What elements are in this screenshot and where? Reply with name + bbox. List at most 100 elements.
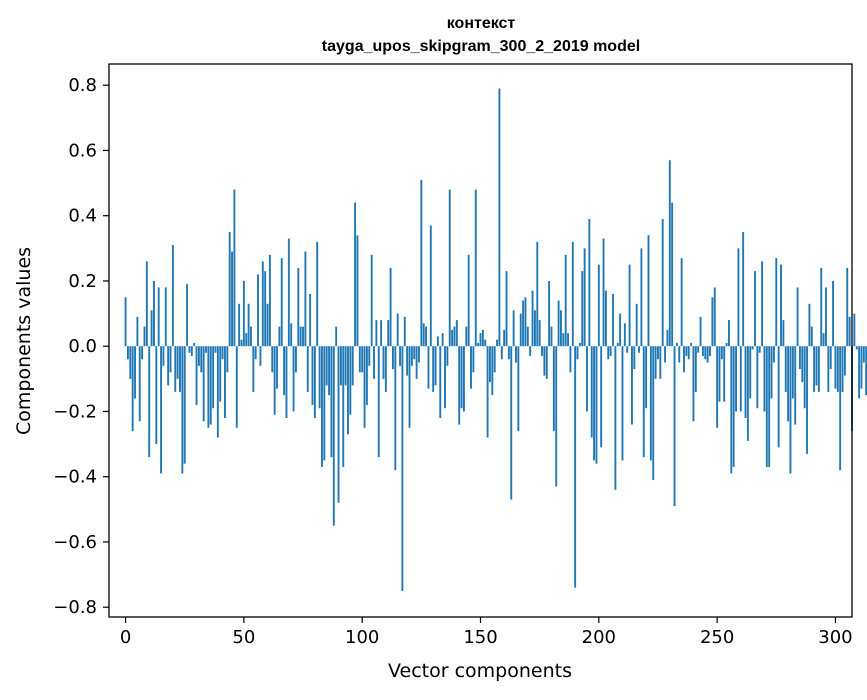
- bar: [820, 267, 823, 347]
- bar: [853, 313, 856, 347]
- bar: [413, 346, 416, 360]
- bar: [273, 346, 276, 415]
- bar: [860, 346, 863, 389]
- bar: [306, 346, 309, 392]
- bar: [687, 346, 690, 360]
- bar: [813, 346, 816, 392]
- y-tick-label: 0.4: [68, 206, 97, 227]
- bar: [564, 254, 567, 347]
- bar: [609, 346, 612, 356]
- bar: [181, 346, 184, 474]
- bar: [209, 346, 212, 425]
- bar: [744, 346, 747, 418]
- bar: [827, 346, 830, 392]
- bar: [815, 346, 818, 386]
- bar: [278, 326, 281, 347]
- bar: [602, 238, 605, 347]
- y-tick-label: 0.6: [68, 140, 97, 161]
- bar: [221, 346, 224, 360]
- bar: [834, 346, 837, 389]
- bar: [716, 346, 719, 428]
- bar: [389, 267, 392, 347]
- bar: [254, 346, 257, 360]
- bar: [399, 346, 401, 366]
- bar: [207, 346, 210, 428]
- bar: [593, 346, 596, 461]
- x-tick-label: 0: [120, 627, 131, 648]
- bar: [195, 346, 198, 405]
- bar: [276, 346, 278, 389]
- bar: [533, 310, 536, 347]
- bar: [713, 287, 716, 347]
- bar: [266, 303, 269, 347]
- bar: [486, 346, 489, 438]
- bar: [616, 342, 619, 347]
- x-tick-label: 200: [582, 627, 616, 648]
- bar: [578, 342, 581, 347]
- bar: [588, 218, 591, 347]
- bar: [545, 346, 548, 379]
- bar: [183, 346, 186, 464]
- bar: [671, 202, 674, 347]
- bar: [865, 346, 867, 396]
- bar: [541, 346, 543, 356]
- bar: [526, 326, 529, 347]
- bar: [619, 313, 622, 347]
- bar: [806, 346, 808, 454]
- axis-ticks: 0 50 100 150 200 250 300 −0.8 −0.6 −0.4 −0.2 0.0 0.2…: [53, 75, 852, 648]
- bar: [519, 313, 522, 347]
- y-tick-label: −0.4: [53, 467, 97, 488]
- y-tick-label: −0.2: [53, 401, 97, 422]
- bar: [515, 346, 517, 363]
- y-tick-label: −0.6: [53, 532, 97, 553]
- bar: [647, 235, 650, 347]
- bar: [245, 333, 248, 347]
- bar: [493, 346, 496, 373]
- bar: [356, 235, 359, 347]
- bar: [444, 346, 446, 409]
- bar: [569, 346, 572, 373]
- bar: [500, 346, 503, 360]
- bar: [791, 346, 794, 399]
- bar: [250, 326, 252, 347]
- bar: [259, 346, 262, 366]
- bar: [309, 294, 312, 347]
- bar: [434, 346, 437, 386]
- bar: [216, 346, 219, 438]
- bar: [765, 346, 768, 467]
- bar: [148, 346, 151, 458]
- bar: [141, 346, 144, 360]
- bar: [420, 179, 423, 347]
- bar: [380, 320, 383, 347]
- bar: [862, 346, 865, 363]
- bar: [796, 287, 799, 347]
- bar: [640, 248, 643, 347]
- bar: [768, 346, 771, 467]
- bar: [642, 346, 645, 458]
- bar: [224, 346, 226, 418]
- bar: [548, 280, 551, 347]
- bar: [294, 346, 297, 373]
- bar: [550, 326, 553, 347]
- y-tick-label: 0.8: [68, 75, 97, 96]
- bar: [586, 346, 588, 412]
- bar: [836, 346, 839, 392]
- bar: [628, 264, 631, 347]
- bar: [240, 339, 243, 347]
- bar: [335, 326, 338, 347]
- bar: [735, 346, 737, 412]
- bar: [562, 333, 565, 347]
- bar: [318, 346, 321, 409]
- bar: [822, 333, 825, 347]
- bar: [649, 346, 652, 461]
- bar: [626, 346, 629, 353]
- bar: [673, 346, 676, 507]
- bar: [349, 346, 352, 415]
- bar: [169, 346, 172, 373]
- bars-layer: [124, 88, 867, 591]
- bar: [313, 346, 316, 418]
- bar: [739, 346, 742, 412]
- bar: [136, 316, 139, 347]
- bar: [363, 346, 366, 428]
